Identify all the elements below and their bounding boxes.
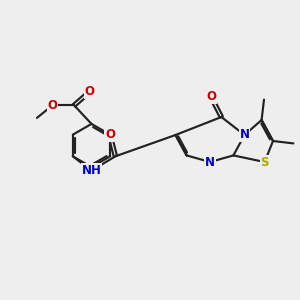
Text: N: N bbox=[205, 155, 215, 169]
Text: N: N bbox=[239, 128, 250, 142]
Text: O: O bbox=[105, 128, 115, 141]
Text: O: O bbox=[47, 99, 58, 112]
Text: O: O bbox=[206, 90, 216, 103]
Text: S: S bbox=[260, 155, 269, 169]
Text: O: O bbox=[85, 85, 95, 98]
Text: NH: NH bbox=[82, 164, 101, 177]
